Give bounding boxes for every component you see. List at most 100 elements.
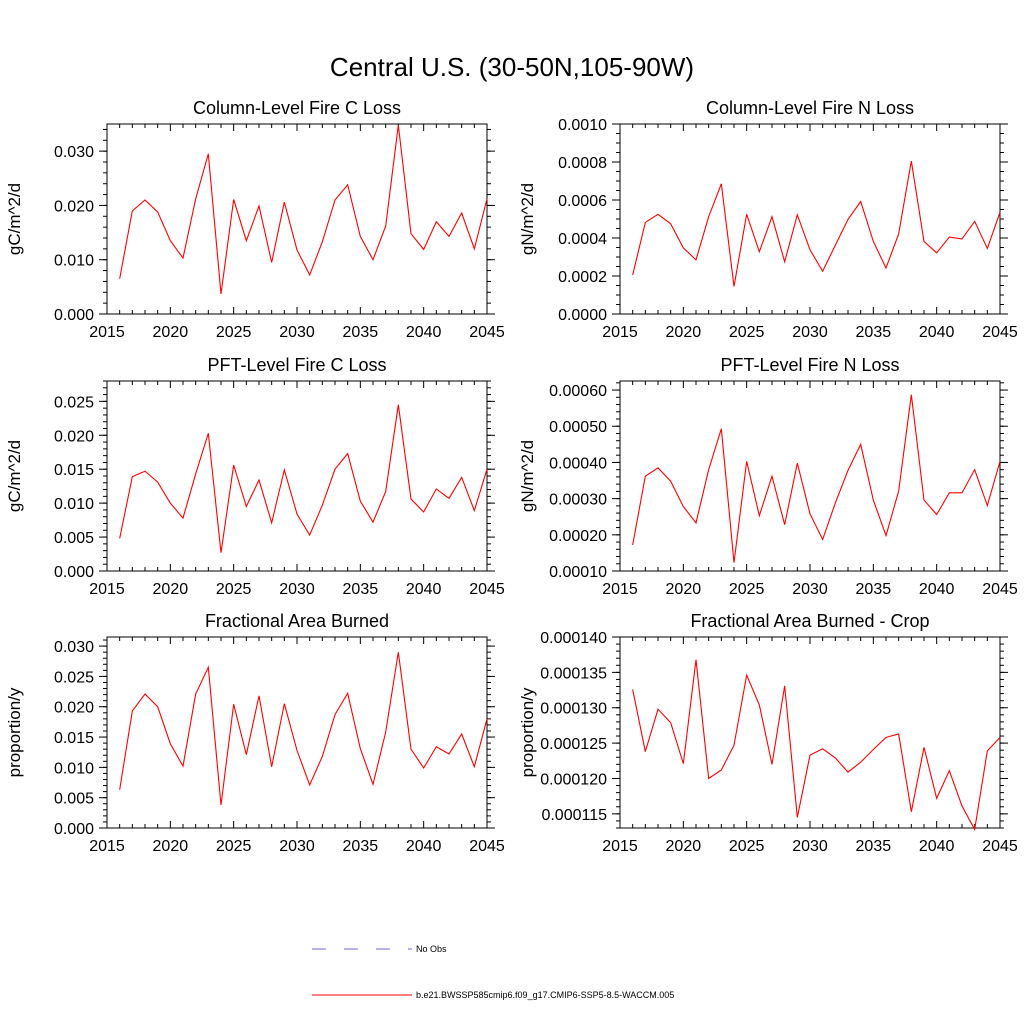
plot-frame <box>619 380 1001 572</box>
x-tick-label: 2020 <box>153 838 189 855</box>
x-tick-label: 2025 <box>216 838 252 855</box>
y-tick-label: 0.030 <box>54 639 94 656</box>
plot-frame <box>619 636 1001 829</box>
y-tick-label: 0.00040 <box>549 455 607 472</box>
y-tick-label: 0.0008 <box>558 155 607 172</box>
x-tick-label: 2045 <box>982 324 1018 341</box>
x-tick-label: 2020 <box>153 581 189 598</box>
x-tick-label: 2045 <box>469 324 505 341</box>
y-axis-label: gN/m^2/d <box>518 440 537 512</box>
y-tick-label: 0.005 <box>54 791 94 808</box>
y-tick-label: 0.0004 <box>558 231 607 248</box>
y-tick-label: 0.010 <box>54 496 94 513</box>
y-tick-label: 0.020 <box>54 198 94 215</box>
x-tick-label: 2015 <box>89 838 125 855</box>
x-tick-label: 2035 <box>856 324 892 341</box>
y-tick-label: 0.000120 <box>540 771 607 788</box>
y-tick-label: 0.000125 <box>540 736 607 753</box>
y-axis-label: proportion/y <box>5 687 24 777</box>
x-tick-label: 2030 <box>792 838 828 855</box>
x-tick-label: 2025 <box>216 581 252 598</box>
x-tick-label: 2025 <box>216 324 252 341</box>
plot-frame <box>106 123 488 315</box>
y-tick-label: 0.00050 <box>549 419 607 436</box>
y-axis-label: proportion/y <box>518 687 537 777</box>
y-tick-label: 0.0000 <box>558 307 607 324</box>
x-tick-label: 2040 <box>919 838 955 855</box>
x-tick-label: 2020 <box>666 581 702 598</box>
panel-title: Column-Level Fire C Loss <box>193 98 401 118</box>
panel-title: Column-Level Fire N Loss <box>706 98 914 118</box>
y-tick-label: 0.030 <box>54 144 94 161</box>
x-tick-label: 2015 <box>89 581 125 598</box>
x-tick-label: 2035 <box>856 838 892 855</box>
y-axis-label: gC/m^2/d <box>5 440 24 512</box>
y-tick-label: 0.015 <box>54 730 94 747</box>
y-tick-label: 0.010 <box>54 760 94 777</box>
panel-title: PFT-Level Fire C Loss <box>207 355 386 375</box>
y-tick-label: 0.0002 <box>558 269 607 286</box>
y-tick-label: 0.000140 <box>540 630 607 647</box>
x-tick-label: 2035 <box>343 324 379 341</box>
y-axis-label: gN/m^2/d <box>518 183 537 255</box>
x-tick-label: 2015 <box>89 324 125 341</box>
x-tick-label: 2025 <box>729 324 765 341</box>
y-tick-label: 0.025 <box>54 669 94 686</box>
panel-3: PFT-Level Fire C Loss gC/m^2/d 2015 2020 202… <box>5 355 505 598</box>
x-tick-label: 2015 <box>602 838 638 855</box>
legend-no-obs-label: No Obs <box>416 944 447 954</box>
legend-model-label: b.e21.BWSSP585cmip6.f09_g17.CMIP6-SSP5-8… <box>416 990 674 1000</box>
x-tick-label: 2030 <box>279 324 315 341</box>
series-line <box>119 125 488 294</box>
plot-frame <box>619 123 1001 315</box>
x-tick-label: 2020 <box>666 324 702 341</box>
x-tick-label: 2040 <box>406 581 442 598</box>
y-tick-label: 0.020 <box>54 428 94 445</box>
x-tick-label: 2045 <box>982 838 1018 855</box>
x-tick-label: 2045 <box>982 581 1018 598</box>
panel-2: Column-Level Fire N Loss gN/m^2/d 2015 2020… <box>518 98 1018 341</box>
y-tick-label: 0.0006 <box>558 193 607 210</box>
y-tick-label: 0.000115 <box>541 807 607 824</box>
panels: Column-Level Fire C Loss gC/m^2/d 2015 2020… <box>5 98 1018 855</box>
panel-title: Fractional Area Burned - Crop <box>690 611 929 631</box>
y-tick-label: 0.000 <box>54 564 94 581</box>
y-axis-label: gC/m^2/d <box>5 183 24 255</box>
x-tick-label: 2040 <box>919 581 955 598</box>
x-tick-label: 2030 <box>279 838 315 855</box>
x-tick-label: 2025 <box>729 581 765 598</box>
y-tick-label: 0.000135 <box>540 665 607 682</box>
figure-title: Central U.S. (30-50N,105-90W) <box>330 52 694 82</box>
legend: No Obs b.e21.BWSSP585cmip6.f09_g17.CMIP6… <box>312 944 674 1000</box>
x-tick-label: 2030 <box>279 581 315 598</box>
y-tick-label: 0.000 <box>54 821 94 838</box>
y-tick-label: 0.000130 <box>540 701 607 718</box>
x-tick-label: 2045 <box>469 838 505 855</box>
plot-frame <box>106 380 488 572</box>
y-tick-label: 0.005 <box>54 530 94 547</box>
series-line <box>119 404 488 553</box>
plot-frame <box>106 636 488 829</box>
y-tick-label: 0.00020 <box>549 528 607 545</box>
x-tick-label: 2040 <box>406 324 442 341</box>
panel-title: Fractional Area Burned <box>205 611 389 631</box>
y-tick-label: 0.00030 <box>549 492 607 509</box>
x-tick-label: 2015 <box>602 324 638 341</box>
series-line <box>632 394 1001 563</box>
y-tick-label: 0.020 <box>54 700 94 717</box>
y-tick-label: 0.00010 <box>549 564 607 581</box>
series-line <box>119 652 488 806</box>
panel-4: PFT-Level Fire N Loss gN/m^2/d 2015 2020 202… <box>518 355 1018 598</box>
x-tick-label: 2040 <box>406 838 442 855</box>
panel-6: Fractional Area Burned - Crop proportion/… <box>518 611 1018 855</box>
x-tick-label: 2020 <box>153 324 189 341</box>
y-tick-label: 0.000 <box>54 307 94 324</box>
panel-1: Column-Level Fire C Loss gC/m^2/d 2015 2020… <box>5 98 505 341</box>
panel-5: Fractional Area Burned proportion/y 2015 20… <box>5 611 505 855</box>
x-tick-label: 2015 <box>602 581 638 598</box>
x-tick-label: 2035 <box>856 581 892 598</box>
series-line <box>632 160 1001 287</box>
x-tick-label: 2025 <box>729 838 765 855</box>
x-tick-label: 2035 <box>343 838 379 855</box>
